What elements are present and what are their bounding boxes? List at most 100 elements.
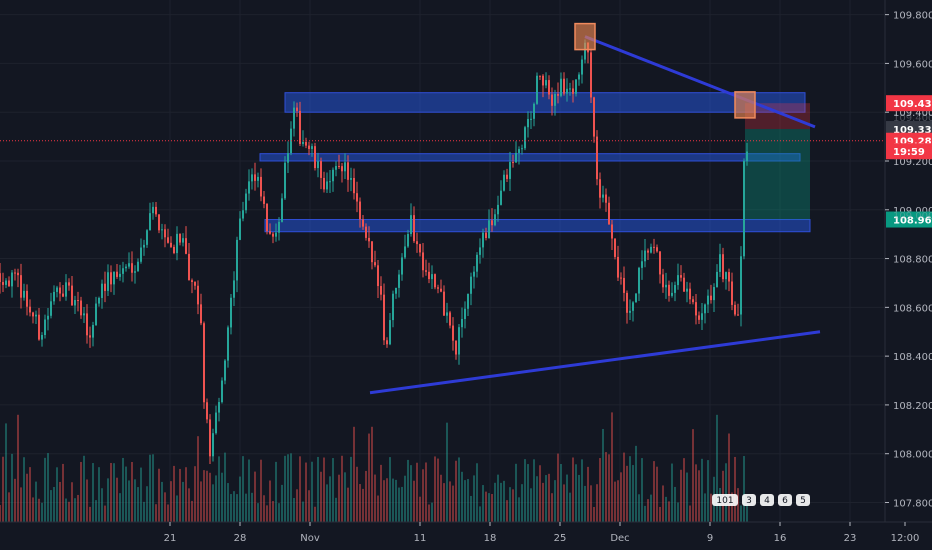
volume-bar — [116, 477, 118, 522]
candle-body — [62, 293, 64, 297]
candle-body — [596, 136, 598, 180]
time-tick-label: 11 — [414, 533, 427, 544]
candle-body — [668, 284, 670, 296]
candle-body — [353, 178, 355, 194]
volume-bar — [11, 453, 13, 522]
candle-body — [419, 244, 421, 253]
zone-rectangle[interactable] — [264, 219, 811, 233]
candle-body — [362, 219, 364, 227]
candle-body — [446, 312, 448, 316]
candle-body — [158, 214, 160, 231]
candle-body — [311, 146, 313, 149]
volume-bar — [170, 481, 172, 522]
volume-bar — [110, 462, 112, 522]
trendlines[interactable] — [369, 35, 821, 395]
volume-bar — [65, 498, 67, 522]
price-tag-label: 19:59 — [893, 147, 925, 158]
candle-body — [659, 251, 661, 275]
candle-body — [599, 179, 601, 198]
volume-badges[interactable]: 101 3 4 6 5 — [712, 494, 810, 506]
volume-bar — [596, 484, 598, 522]
volume-badge[interactable] — [778, 494, 792, 506]
price-tag-label: 109.283 — [893, 137, 932, 148]
volume-badge[interactable] — [796, 494, 810, 506]
trendline[interactable] — [584, 35, 816, 129]
candle-body — [29, 306, 31, 313]
candle-body — [389, 320, 391, 345]
volume-bar — [53, 486, 55, 522]
candle-body — [8, 280, 10, 287]
volume-badge[interactable] — [760, 494, 774, 506]
candle-body — [437, 287, 439, 289]
volume-bar — [701, 458, 703, 522]
volume-bar — [119, 493, 121, 522]
volume-bar — [698, 470, 700, 522]
volume-bar — [251, 492, 253, 522]
pivot-marker[interactable] — [574, 22, 596, 51]
volume-bar — [389, 457, 391, 522]
volume-badge[interactable] — [712, 494, 738, 506]
short-position-tool[interactable] — [745, 103, 810, 220]
price-axis[interactable]: 109.800 109.600 109.400 109.200 109.000 108.8… — [885, 11, 932, 510]
support-resistance-zones[interactable] — [259, 92, 811, 233]
volume-bar — [668, 501, 670, 522]
candle-body — [719, 254, 721, 272]
candle-body — [521, 148, 523, 150]
time-axis[interactable]: 21 28 Nov 11 18 25 Dec 9 16 23 12:00 — [164, 522, 920, 544]
volume-bar — [419, 496, 421, 522]
candle-body — [347, 162, 349, 180]
pivot-marker[interactable] — [734, 91, 756, 119]
volume-bar — [17, 414, 19, 522]
candle-body — [17, 272, 19, 276]
position-target-zone[interactable] — [745, 129, 810, 220]
zone-rectangle[interactable] — [259, 153, 801, 162]
volume-bar — [338, 474, 340, 522]
volume-bar — [200, 481, 202, 522]
candle-body — [686, 288, 688, 292]
zone-rectangle[interactable] — [284, 92, 806, 113]
time-tick-label: 12:00 — [891, 533, 920, 544]
candle-body — [431, 274, 433, 280]
candle-body — [275, 232, 277, 237]
volume-bar — [605, 452, 607, 522]
candle-body — [428, 271, 430, 280]
candle-body — [239, 218, 241, 240]
pivot-markers[interactable] — [574, 22, 756, 119]
candle-body — [665, 284, 667, 288]
volume-bar — [677, 502, 679, 522]
candle-body — [704, 304, 706, 314]
candle-body — [104, 283, 106, 291]
candle-body — [635, 293, 637, 303]
volume-bar — [680, 469, 682, 522]
price-tag-label: 108.960 — [893, 216, 932, 227]
volume-bar — [209, 472, 211, 522]
trendline[interactable] — [369, 330, 821, 395]
position-stop-zone[interactable] — [745, 103, 810, 130]
price-tick-label: 109.800 — [893, 11, 932, 22]
volume-bar — [401, 486, 403, 522]
price-tick-label: 108.200 — [893, 401, 932, 412]
candle-body — [263, 196, 265, 204]
volume-bar — [242, 456, 244, 522]
volume-bar — [125, 466, 127, 522]
volume-bar — [95, 500, 97, 522]
candle-body — [416, 241, 418, 245]
volume-bar — [2, 456, 4, 522]
volume-badge-label: 5 — [800, 496, 806, 506]
volume-bar — [644, 505, 646, 522]
volume-badge[interactable] — [742, 494, 756, 506]
candle-body — [266, 203, 268, 232]
volume-bar — [611, 412, 613, 522]
volume-bar — [281, 484, 283, 522]
volume-bar — [734, 456, 736, 522]
volume-bar — [716, 414, 718, 522]
volume-bar — [50, 490, 52, 522]
candle-body — [368, 237, 370, 242]
candle-body — [116, 271, 118, 277]
candle-body — [557, 94, 559, 96]
candle-body — [692, 299, 694, 303]
volume-bar — [365, 470, 367, 522]
candle-body — [323, 177, 325, 190]
